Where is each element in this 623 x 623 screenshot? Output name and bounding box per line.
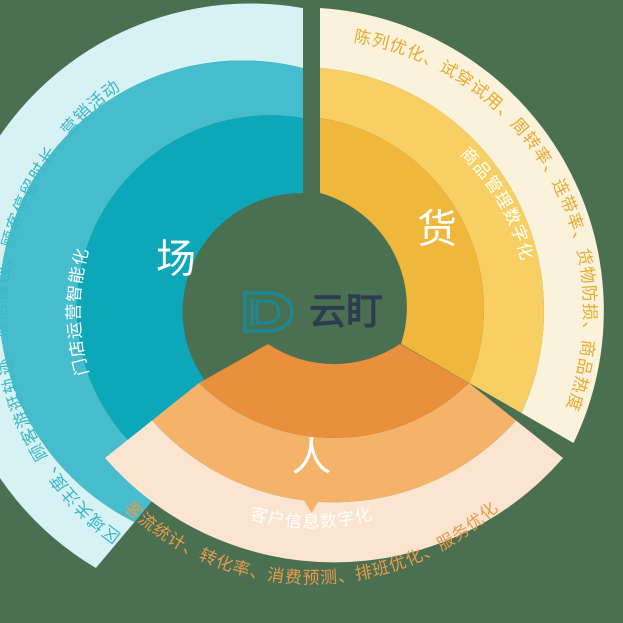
- segment-chang[interactable]: 区域关注度、顾客游逛轨迹、巡店管理、顾客停留时长、营销活动 门店运营智能化 场: [0, 3, 303, 568]
- segment-huo-title: 货: [417, 208, 457, 252]
- segment-ren-outer-band: [105, 420, 563, 563]
- segment-ren-title: 人: [292, 436, 332, 480]
- segment-chang-outer-band: [0, 3, 303, 568]
- segment-huo-middle-band: [320, 68, 544, 413]
- segment-chang-title: 场: [156, 238, 196, 282]
- segment-chang-middle-band: [0, 60, 303, 522]
- segment-huo-inner-band: [320, 118, 484, 383]
- segment-ren-notch: [298, 490, 325, 513]
- segment-ren-middle-band: [152, 383, 516, 503]
- segment-huo-notch: [455, 185, 482, 208]
- segment-ren-inner-band: [199, 344, 469, 438]
- segment-chang-inner-band: [76, 115, 303, 477]
- segment-huo-outer-band: [320, 8, 604, 443]
